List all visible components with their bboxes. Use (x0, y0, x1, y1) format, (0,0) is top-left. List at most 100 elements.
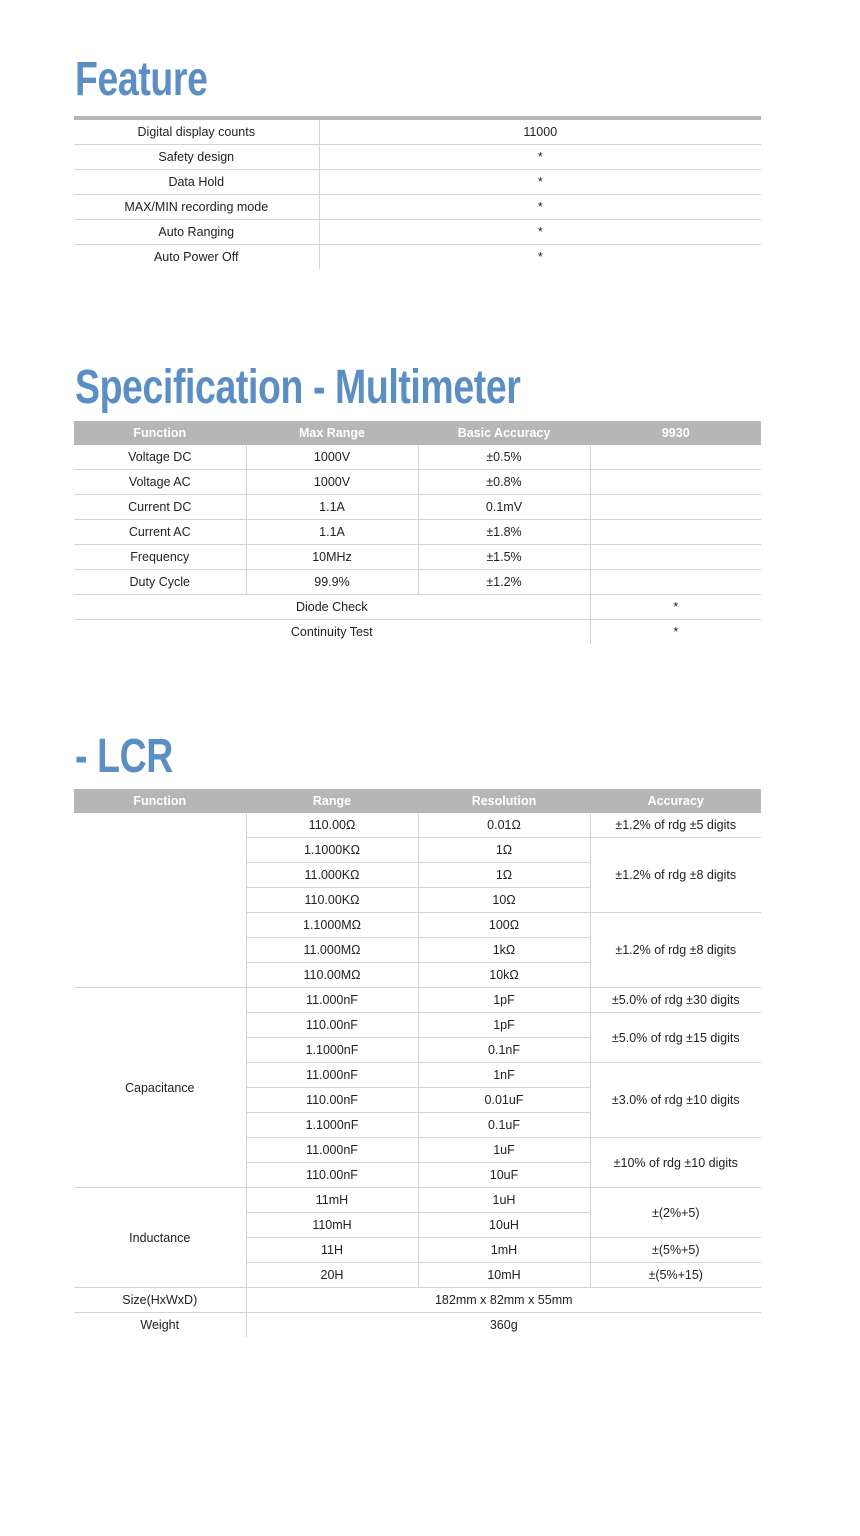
column-header: Resolution (417, 789, 591, 813)
table-cell: ±5.0% of rdg ±15 digits (589, 1012, 761, 1063)
table-cell: 1kΩ (417, 937, 590, 963)
table-cell: 11000 (318, 118, 761, 145)
table-cell: * (318, 219, 761, 245)
lcr-title: - LCR (75, 730, 173, 783)
table-cell (589, 494, 761, 520)
table-row: 11.000nF 1nF ±3.0% of rdg ±10 digits (74, 1062, 761, 1138)
table-cell: 1.1000MΩ (246, 912, 419, 938)
table-cell: Current AC (74, 519, 247, 545)
table-row: MAX/MIN recording mode * (74, 194, 761, 220)
table-cell: ±1.2% of rdg ±5 digits (589, 812, 761, 838)
table-row: 110.00MΩ 10kΩ (74, 962, 761, 988)
table-cell: ±(5%+5) (589, 1237, 761, 1263)
table-cell: ±(2%+5) (589, 1187, 761, 1238)
table-row: 11.000MΩ 1kΩ (74, 937, 761, 963)
table-cell: 110mH (246, 1212, 419, 1238)
table-row: 110.00Ω 0.01Ω ±1.2% of rdg ±5 digits (74, 812, 761, 988)
table-row: 20H 10mH ±(5%+15) (74, 1262, 761, 1288)
table-cell: 1mH (417, 1237, 591, 1263)
table-cell: Diode Check (74, 594, 591, 620)
table-cell: 1.1A (245, 519, 419, 545)
table-cell: 0.01Ω (417, 812, 591, 838)
feature-table: Digital display counts 11000 Safety design… (74, 116, 761, 269)
table-row: Capacitance 11.000nF 1pF ±5.0% of rdg ±30 d… (74, 987, 761, 1188)
table-row: 110.00nF 0.01uF (74, 1087, 761, 1113)
table-cell: 1.1000KΩ (246, 837, 419, 863)
table-cell: Digital display counts (74, 118, 320, 145)
column-header: Range (245, 789, 419, 813)
table-cell (589, 544, 761, 570)
table-row: 110mH 10uH (74, 1212, 761, 1238)
table-cell: 1000V (245, 469, 419, 495)
table-row: Safety design * (74, 144, 761, 170)
table-cell: ±10% of rdg ±10 digits (589, 1137, 761, 1188)
table-cell: 1pF (417, 987, 591, 1013)
table-row: 11.000nF 1uF ±10% of rdg ±10 digits (74, 1137, 761, 1188)
table-cell: 11.000KΩ (246, 862, 419, 888)
table-cell: ±0.8% (417, 469, 591, 495)
table-cell: 0.1nF (417, 1037, 590, 1063)
table-cell: 1.1A (245, 494, 419, 520)
table-cell: 360g (245, 1312, 761, 1337)
table-cell: 110.00nF (246, 1162, 419, 1188)
table-row: Duty Cycle 99.9% ±1.2% (74, 569, 761, 595)
table-cell: * (589, 594, 761, 620)
table-cell: 10mH (417, 1262, 591, 1288)
table-cell: Size(HxWxD) (74, 1287, 247, 1313)
table-cell: 11.000nF (246, 1137, 419, 1163)
table-row: 110.00nF 10uF (74, 1162, 761, 1188)
table-cell: 0.1uF (417, 1112, 590, 1138)
multimeter-spec-table: Function Max Range Basic Accuracy 9930 Volta… (74, 421, 761, 644)
table-cell: 100Ω (417, 912, 591, 938)
table-cell: Auto Ranging (74, 219, 320, 245)
table-row: 11H 1mH ±(5%+5) (74, 1237, 761, 1263)
column-header: 9930 (589, 421, 761, 445)
table-cell: Current DC (74, 494, 247, 520)
column-header: Function (74, 789, 247, 813)
table-cell: Weight (74, 1312, 247, 1337)
table-cell: 110.00nF (246, 1012, 419, 1038)
table-cell: 10uF (417, 1162, 590, 1188)
table-cell: 10uH (417, 1212, 590, 1238)
table-cell: Data Hold (74, 169, 320, 195)
table-row: Voltage AC 1000V ±0.8% (74, 469, 761, 495)
table-cell: 10MHz (245, 544, 419, 570)
table-row: 1.1000KΩ 1Ω ±1.2% of rdg ±8 digits (74, 837, 761, 913)
table-cell: ±0.5% (417, 444, 591, 470)
table-row: Inductance 11mH 1uH ±(2%+5) (74, 1187, 761, 1288)
table-cell: ±5.0% of rdg ±30 digits (589, 987, 761, 1013)
table-row: 11.000KΩ 1Ω (74, 862, 761, 888)
column-header: Max Range (245, 421, 419, 445)
table-cell: * (318, 169, 761, 195)
multimeter-title: Specification - Multimeter (75, 361, 521, 414)
table-row: Size(HxWxD) 182mm x 82mm x 55mm (74, 1287, 761, 1313)
header-row: Function Max Range Basic Accuracy 9930 (74, 421, 761, 445)
table-cell: 0.01uF (417, 1087, 590, 1113)
table-cell: 10kΩ (417, 962, 590, 988)
table-cell: 110.00KΩ (246, 887, 419, 913)
table-row: Auto Ranging * (74, 219, 761, 245)
table-cell: 11.000nF (246, 1062, 419, 1088)
table-row: Data Hold * (74, 169, 761, 195)
table-cell: 11.000MΩ (246, 937, 419, 963)
table-cell: Auto Power Off (74, 244, 320, 269)
table-cell: Inductance (74, 1187, 247, 1288)
column-header: Function (74, 421, 247, 445)
table-row: 110.00KΩ 10Ω (74, 887, 761, 913)
column-header: Basic Accuracy (417, 421, 591, 445)
table-cell: 1uF (417, 1137, 591, 1163)
table-cell: 10Ω (417, 887, 590, 913)
table-cell (589, 569, 761, 595)
table-row: Voltage DC 1000V ±0.5% (74, 444, 761, 470)
table-cell: Continuity Test (74, 619, 591, 644)
table-cell: 1pF (417, 1012, 591, 1038)
table-cell: * (318, 144, 761, 170)
lcr-spec-table: Function Range Resolution Accuracy 110.00Ω 0.… (74, 789, 761, 1337)
table-cell: MAX/MIN recording mode (74, 194, 320, 220)
table-row: Continuity Test * (74, 619, 761, 644)
table-cell: 1.1000nF (246, 1112, 419, 1138)
table-cell: ±1.2% of rdg ±8 digits (589, 912, 761, 988)
table-row: Weight 360g (74, 1312, 761, 1337)
table-cell: 110.00nF (246, 1087, 419, 1113)
table-cell: ±1.2% (417, 569, 591, 595)
